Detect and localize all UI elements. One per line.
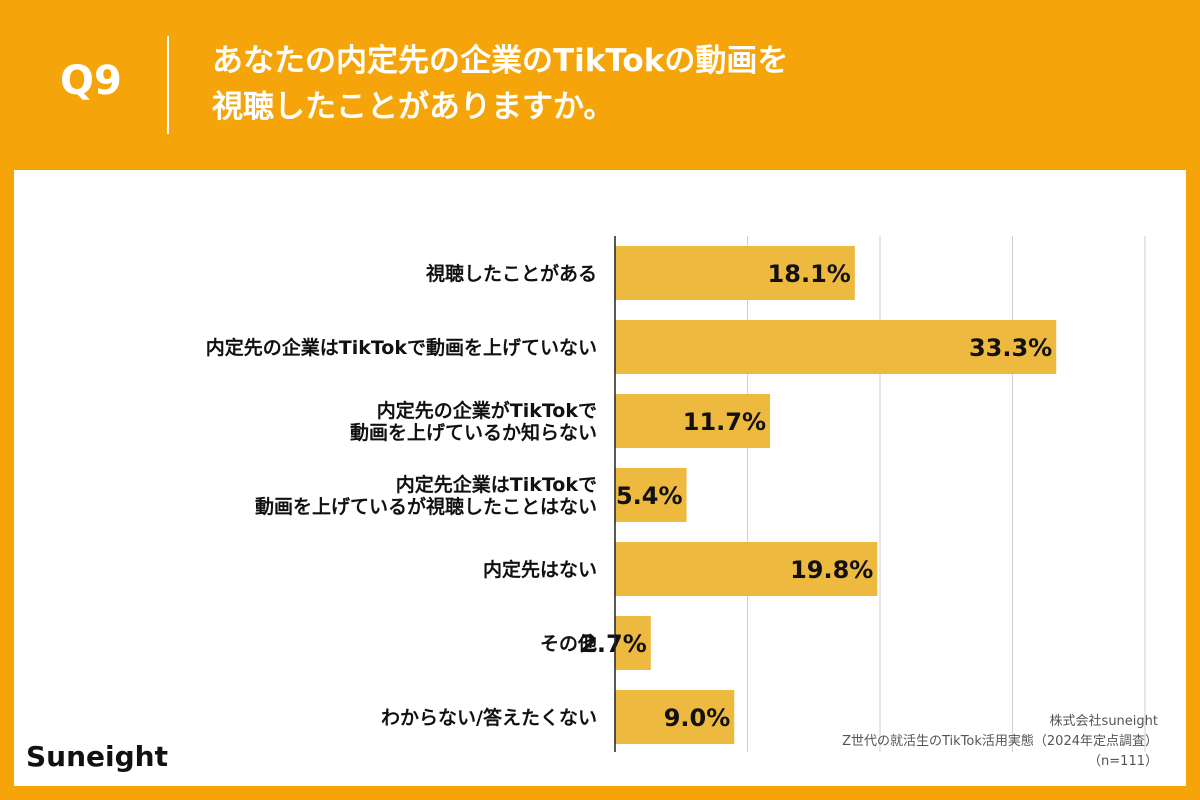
category-label: 内定先の企業はTikTokで動画を上げていない (206, 336, 597, 359)
question-title-line-1: あなたの内定先の企業のTikTokの動画を (212, 43, 789, 79)
header-divider (167, 36, 169, 134)
bar-value-label: 11.7% (683, 408, 766, 436)
chart-panel (14, 170, 1186, 786)
source-company: 株式会社suneight (1049, 714, 1158, 729)
category-label: 動画を上げているか知らない (350, 421, 597, 444)
bar-value-label: 5.4% (616, 482, 683, 510)
bar (615, 394, 771, 448)
header: Q9 あなたの内定先の企業のTikTokの動画を 視聴したことがありますか。 (0, 0, 1200, 170)
bar-value-label: 33.3% (969, 334, 1052, 362)
source-note: 株式会社suneight Z世代の就活生のTikTok活用実態（2024年定点調… (842, 712, 1158, 772)
suneight-logo: Suneight (26, 740, 168, 773)
question-number: Q9 (60, 58, 122, 104)
bar (615, 246, 855, 300)
bar (615, 690, 735, 744)
bar (615, 468, 687, 522)
question-title: あなたの内定先の企業のTikTokの動画を 視聴したことがありますか。 (212, 38, 788, 130)
category-label: わからない/答えたくない (381, 706, 597, 729)
bar-value-label: 18.1% (768, 260, 851, 288)
source-survey: Z世代の就活生のTikTok活用実態（2024年定点調査） (842, 734, 1158, 749)
category-label: 動画を上げているが視聴したことはない (255, 495, 597, 518)
bar (615, 320, 1057, 374)
bar (615, 616, 651, 670)
bar-value-label: 19.8% (790, 556, 873, 584)
question-title-line-2: 視聴したことがありますか。 (212, 89, 615, 125)
category-label: 視聴したことがある (425, 262, 597, 285)
category-label: その他 (540, 632, 597, 655)
bar (615, 542, 878, 596)
source-sample-size: （n=111） (1088, 754, 1158, 769)
bar-value-label: 9.0% (664, 704, 731, 732)
category-label: 内定先企業はTikTokで (396, 473, 597, 496)
category-label: 内定先の企業がTikTokで (377, 399, 597, 422)
bar-value-label: 2.7% (580, 630, 647, 658)
category-label: 内定先はない (483, 558, 597, 581)
